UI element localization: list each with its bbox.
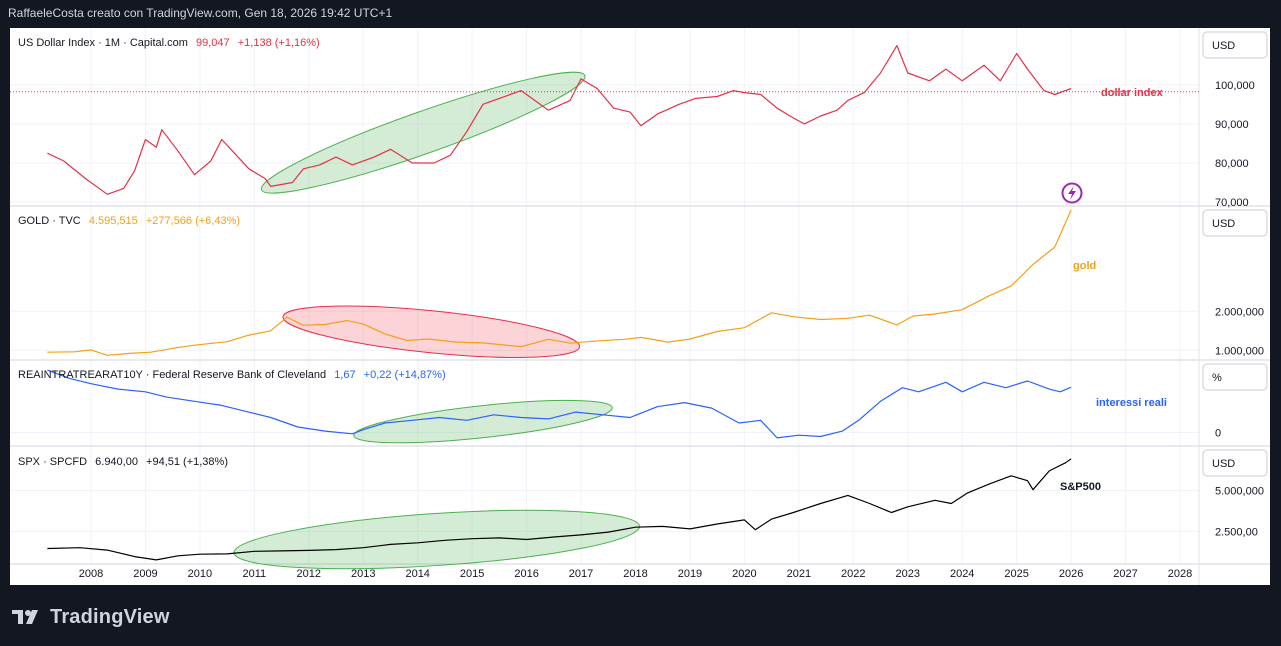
label-dollar-index: dollar index xyxy=(1101,87,1164,99)
x-tick-label: 2011 xyxy=(243,568,267,580)
ellipse-gold[interactable] xyxy=(281,296,582,368)
label-sp500: S&P500 xyxy=(1060,481,1101,493)
x-tick-label: 2017 xyxy=(569,568,593,580)
svg-text:USD: USD xyxy=(1212,458,1235,470)
y-tick-label-dxy: 70,000 xyxy=(1215,197,1249,209)
y-tick-label-spx: 2.500,00 xyxy=(1215,526,1258,538)
x-tick-label: 2027 xyxy=(1113,568,1137,580)
x-tick-label: 2019 xyxy=(678,568,702,580)
series-line-dxy xyxy=(47,45,1072,195)
x-tick-label: 2008 xyxy=(79,568,103,580)
ellipse-spx[interactable] xyxy=(232,500,641,579)
legend-real-rates: REAINTRATREARAT10Y · Federal Reserve Ban… xyxy=(18,369,446,381)
currency-badge-real[interactable]: % xyxy=(1202,363,1268,391)
y-tick-label-gold: 1.000,000 xyxy=(1215,345,1264,357)
legend-spx: SPX · SPCFD 6.940,00 +94,51 (+1,38%) xyxy=(18,456,228,468)
tradingview-wordmark: TradingView xyxy=(50,605,170,628)
y-tick-label-dxy: 80,000 xyxy=(1215,158,1249,170)
label-gold: gold xyxy=(1073,260,1096,272)
x-tick-label: 2009 xyxy=(133,568,157,580)
y-tick-label-real: 0 xyxy=(1215,427,1221,439)
x-tick-label: 2025 xyxy=(1004,568,1028,580)
svg-text:USD: USD xyxy=(1212,218,1235,230)
x-tick-label: 2012 xyxy=(297,568,321,580)
series-line-real xyxy=(47,369,1072,439)
series-line-spx xyxy=(47,458,1072,561)
x-tick-label: 2015 xyxy=(460,568,484,580)
y-tick-label-spx: 5.000,000 xyxy=(1215,485,1264,497)
legend-gold: GOLD · TVC 4.595,515 +277,566 (+6,43%) xyxy=(18,215,240,227)
lightning-icon[interactable] xyxy=(1061,182,1083,204)
chart-frame: 100,000 90,000 80,000 70,000 2.000,000 1.000,… xyxy=(10,28,1270,585)
x-tick-label: 2014 xyxy=(405,568,429,580)
x-tick-label: 2010 xyxy=(188,568,212,580)
x-tick-label: 2018 xyxy=(623,568,647,580)
y-tick-label-gold: 2.000,000 xyxy=(1215,306,1264,318)
series-line-gold xyxy=(47,209,1072,356)
x-tick-label: 2020 xyxy=(732,568,756,580)
tradingview-logo-icon xyxy=(12,610,38,624)
chart-canvas[interactable]: 100,000 90,000 80,000 70,000 2.000,000 1.000,… xyxy=(10,28,1270,585)
series-lines xyxy=(47,45,1072,561)
x-tick-label: 2028 xyxy=(1168,568,1192,580)
ellipse-real[interactable] xyxy=(352,392,614,452)
pane-separators xyxy=(10,28,1270,585)
annotation-ellipses[interactable] xyxy=(232,56,641,579)
grid-lines xyxy=(10,28,1199,564)
y-tick-label-dxy: 100,000 xyxy=(1215,80,1255,92)
x-tick-label: 2021 xyxy=(787,568,811,580)
currency-badge-spx[interactable]: USD xyxy=(1202,449,1268,477)
y-tick-label-dxy: 90,000 xyxy=(1215,119,1249,131)
currency-badge-gold[interactable]: USD xyxy=(1202,209,1268,237)
x-tick-label: 2026 xyxy=(1059,568,1083,580)
tradingview-logo[interactable]: TradingView xyxy=(12,604,170,630)
svg-text:%: % xyxy=(1212,372,1222,384)
chart-header: RaffaeleCosta creato con TradingView.com… xyxy=(8,6,393,20)
legend-dxy: US Dollar Index · 1M · Capital.com 99,04… xyxy=(18,37,320,49)
price-axes: 100,000 90,000 80,000 70,000 2.000,000 1.000,… xyxy=(1215,80,1264,539)
x-tick-label: 2024 xyxy=(950,568,974,580)
currency-badge-dxy[interactable]: USD xyxy=(1202,31,1268,59)
x-tick-label: 2022 xyxy=(841,568,865,580)
x-tick-label: 2016 xyxy=(514,568,538,580)
x-tick-label: 2013 xyxy=(351,568,375,580)
x-tick-label: 2023 xyxy=(896,568,920,580)
svg-text:USD: USD xyxy=(1212,40,1235,52)
ellipse-dxy[interactable] xyxy=(254,56,591,210)
time-axis: 2008 2009 2010 2011 2012 2013 2014 2015 2016 2017… xyxy=(79,568,1192,580)
label-interessi-reali: interessi reali xyxy=(1096,397,1167,409)
